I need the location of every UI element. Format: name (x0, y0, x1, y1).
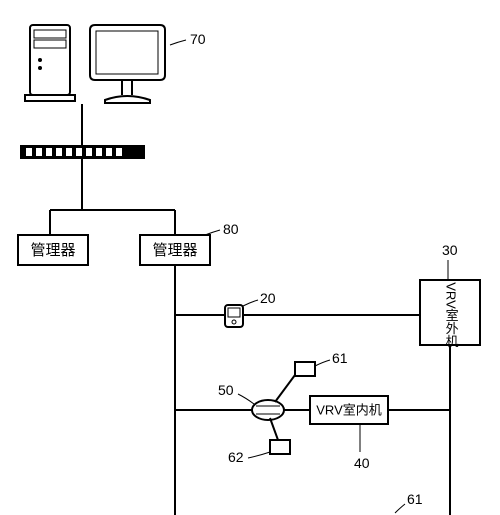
label-61: 61 (332, 350, 348, 366)
device-20-icon (225, 305, 243, 327)
device-62-box (270, 440, 290, 454)
leader-61b (395, 504, 405, 513)
label-20: 20 (260, 290, 276, 306)
label-61b: 61 (407, 491, 423, 507)
vrv-outdoor-label: VRV室外机 (444, 282, 459, 349)
diagram: 70 管理器 管理器 80 20 VRV室 (0, 0, 500, 515)
label-30: 30 (442, 242, 458, 258)
leader-20 (243, 300, 258, 306)
vrv-indoor-label: VRV室内机 (316, 402, 382, 417)
monitor-icon (90, 25, 165, 103)
device-61-box (295, 362, 315, 376)
label-62: 62 (228, 449, 244, 465)
label-50: 50 (218, 382, 234, 398)
leader-61 (315, 360, 330, 366)
link-50-61 (275, 375, 295, 402)
manager1-label: 管理器 (30, 242, 75, 259)
manager2-label: 管理器 (152, 242, 197, 259)
link-50-62 (270, 418, 278, 440)
device-50-icon (252, 400, 284, 420)
label-40: 40 (354, 455, 370, 471)
server-tower-icon (25, 25, 75, 101)
leader-50 (238, 394, 254, 404)
label-80: 80 (223, 221, 239, 237)
leader-70 (170, 40, 186, 45)
label-70: 70 (190, 31, 206, 47)
switch-icon (20, 145, 145, 159)
leader-62 (248, 452, 270, 458)
leader-80 (205, 230, 220, 235)
